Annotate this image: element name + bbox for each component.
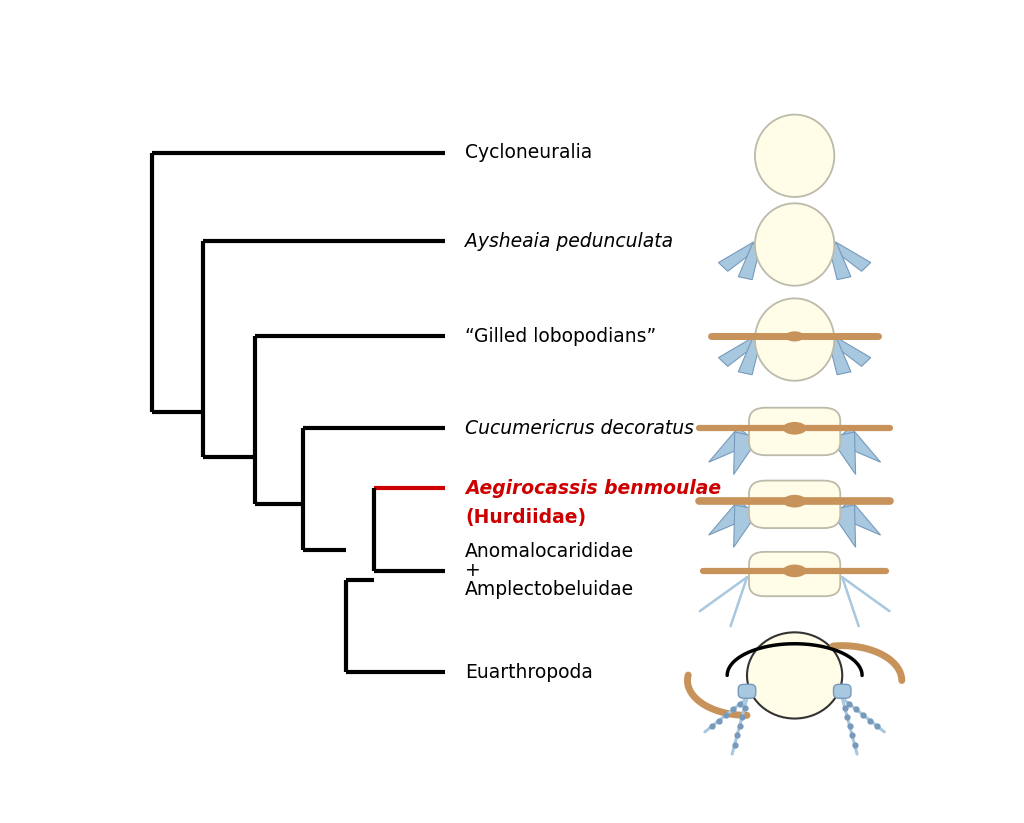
Ellipse shape — [755, 203, 835, 286]
Ellipse shape — [782, 565, 807, 577]
Polygon shape — [733, 432, 759, 474]
Text: Euarthropoda: Euarthropoda — [465, 663, 593, 681]
Polygon shape — [834, 427, 881, 463]
Polygon shape — [828, 339, 851, 374]
Polygon shape — [719, 337, 759, 366]
Polygon shape — [834, 500, 881, 535]
Text: Cycloneuralia: Cycloneuralia — [465, 143, 593, 162]
Polygon shape — [709, 427, 756, 463]
Polygon shape — [830, 337, 870, 366]
Ellipse shape — [782, 422, 807, 435]
Polygon shape — [830, 504, 856, 547]
Polygon shape — [738, 244, 761, 280]
Ellipse shape — [748, 632, 842, 718]
FancyBboxPatch shape — [749, 407, 841, 455]
Text: “Gilled lobopodians”: “Gilled lobopodians” — [465, 327, 656, 346]
Polygon shape — [828, 244, 851, 280]
Polygon shape — [733, 504, 759, 547]
Ellipse shape — [782, 495, 807, 508]
FancyBboxPatch shape — [738, 684, 756, 698]
FancyBboxPatch shape — [749, 552, 841, 596]
Ellipse shape — [755, 299, 835, 381]
Text: Aysheaia pedunculata: Aysheaia pedunculata — [465, 232, 674, 251]
Ellipse shape — [755, 114, 835, 197]
Text: Cucumericrus decoratus: Cucumericrus decoratus — [465, 419, 694, 438]
Ellipse shape — [785, 332, 804, 342]
Polygon shape — [719, 242, 759, 272]
FancyBboxPatch shape — [834, 684, 851, 698]
Text: (Hurdiidae): (Hurdiidae) — [465, 508, 587, 527]
Text: +: + — [465, 561, 481, 580]
Polygon shape — [738, 339, 761, 374]
Text: Anomalocarididae: Anomalocarididae — [465, 542, 635, 561]
Polygon shape — [830, 432, 856, 474]
FancyBboxPatch shape — [749, 481, 841, 528]
Polygon shape — [830, 242, 870, 272]
Text: Aegirocassis benmoulae: Aegirocassis benmoulae — [465, 479, 721, 498]
Text: Amplectobeluidae: Amplectobeluidae — [465, 580, 635, 599]
Polygon shape — [709, 500, 756, 535]
